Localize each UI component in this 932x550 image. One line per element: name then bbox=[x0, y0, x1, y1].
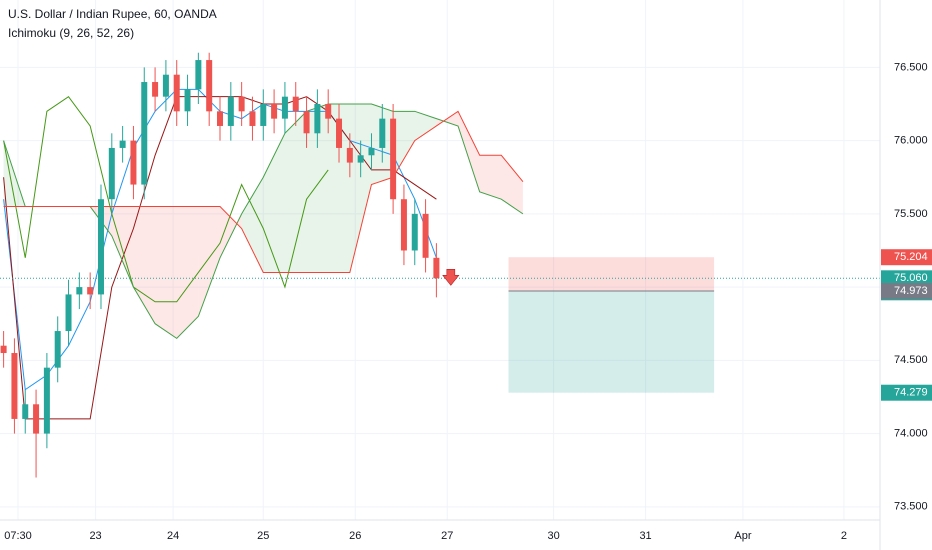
candle-body bbox=[281, 96, 288, 119]
ichimoku-line bbox=[3, 95, 329, 303]
price-label-box bbox=[881, 384, 932, 401]
candle-body bbox=[271, 104, 278, 119]
candle-body bbox=[357, 155, 364, 163]
candle-body bbox=[390, 118, 397, 200]
price-label: 74.279 bbox=[894, 387, 928, 399]
candle-body bbox=[141, 82, 148, 185]
y-tick-label: 76.000 bbox=[894, 135, 928, 147]
axes: 07:30 23 24 25 26 27 30 31 Apr 2 73.500 74.000 74.50… bbox=[4, 61, 932, 542]
candle-body bbox=[162, 74, 169, 97]
candle-body bbox=[400, 199, 407, 251]
candle-body bbox=[76, 287, 83, 295]
y-tick-label: 74.500 bbox=[894, 354, 928, 366]
candle-body bbox=[97, 199, 104, 295]
candle-body bbox=[325, 104, 332, 119]
x-tick-label: 30 bbox=[547, 530, 559, 542]
target-zone bbox=[508, 291, 715, 393]
price-label-box bbox=[881, 249, 932, 266]
candle-body bbox=[119, 140, 126, 148]
x-tick-label: 31 bbox=[639, 530, 651, 542]
chart-title: U.S. Dollar / Indian Rupee, 60, OANDA bbox=[8, 7, 217, 21]
candle-body bbox=[152, 82, 159, 97]
cloud bbox=[155, 206, 177, 339]
x-tick-label: 25 bbox=[257, 530, 269, 542]
candle-body bbox=[22, 404, 29, 419]
candle-body bbox=[411, 213, 418, 251]
x-tick-label: 27 bbox=[441, 530, 453, 542]
cloud bbox=[328, 104, 350, 273]
y-tick-label: 75.500 bbox=[894, 208, 928, 220]
cloud bbox=[111, 206, 134, 288]
cloud bbox=[133, 206, 156, 324]
candle-body bbox=[433, 257, 440, 279]
ichimoku-line bbox=[3, 110, 524, 273]
cloud bbox=[284, 111, 307, 273]
candle-body bbox=[87, 287, 94, 295]
candle-body bbox=[184, 89, 191, 112]
cloud bbox=[263, 133, 285, 273]
plot bbox=[0, 52, 880, 478]
candle-body bbox=[108, 147, 115, 200]
candle-body bbox=[346, 147, 353, 163]
candle-body bbox=[217, 111, 223, 126]
x-tick-label: 2 bbox=[841, 530, 847, 542]
cloud bbox=[220, 206, 242, 258]
cloud bbox=[176, 206, 199, 339]
candle-body bbox=[238, 96, 245, 112]
stop-zone bbox=[508, 257, 715, 292]
candle-body bbox=[43, 367, 50, 434]
cloud bbox=[501, 155, 523, 214]
candle-body bbox=[11, 353, 18, 419]
candle-body bbox=[130, 140, 137, 185]
candle-body bbox=[303, 111, 310, 134]
candle-body bbox=[0, 345, 7, 354]
y-tick-label: 74.000 bbox=[894, 427, 928, 439]
price-label: 74.973 bbox=[894, 285, 928, 297]
candle-body bbox=[206, 60, 213, 112]
candle-body bbox=[422, 213, 429, 258]
x-tick-label: 26 bbox=[349, 530, 361, 542]
candle-body bbox=[54, 331, 61, 368]
y-tick-label: 73.500 bbox=[894, 501, 928, 513]
cloud bbox=[458, 111, 480, 192]
y-tick-label: 76.500 bbox=[894, 61, 928, 73]
cloud bbox=[414, 111, 437, 141]
candle-body bbox=[292, 96, 299, 112]
candle-body bbox=[65, 294, 72, 332]
x-tick-label: 23 bbox=[89, 530, 101, 542]
price-label-box bbox=[881, 283, 932, 300]
candle-body bbox=[336, 118, 343, 148]
candle-body bbox=[368, 147, 375, 156]
cloud bbox=[479, 155, 502, 200]
candle-body bbox=[227, 96, 234, 126]
cloud bbox=[198, 206, 220, 317]
candle-body bbox=[379, 118, 386, 148]
price-label: 75.204 bbox=[894, 251, 928, 263]
candle-body bbox=[249, 111, 256, 126]
candle-body bbox=[173, 74, 180, 112]
cloud bbox=[241, 177, 264, 273]
x-tick-label: 07:30 bbox=[4, 530, 32, 542]
candle-body bbox=[195, 60, 202, 90]
x-tick-label: 24 bbox=[167, 530, 179, 542]
cloud bbox=[393, 111, 415, 178]
cloud bbox=[306, 104, 329, 273]
candle-body bbox=[33, 404, 40, 434]
candle-body bbox=[260, 104, 267, 126]
candle-body bbox=[314, 104, 321, 134]
sell-arrow bbox=[442, 269, 460, 286]
indicator-title: Ichimoku (9, 26, 52, 26) bbox=[8, 26, 134, 40]
x-tick-label: Apr bbox=[734, 530, 751, 542]
price-label: 75.060 bbox=[894, 272, 928, 284]
